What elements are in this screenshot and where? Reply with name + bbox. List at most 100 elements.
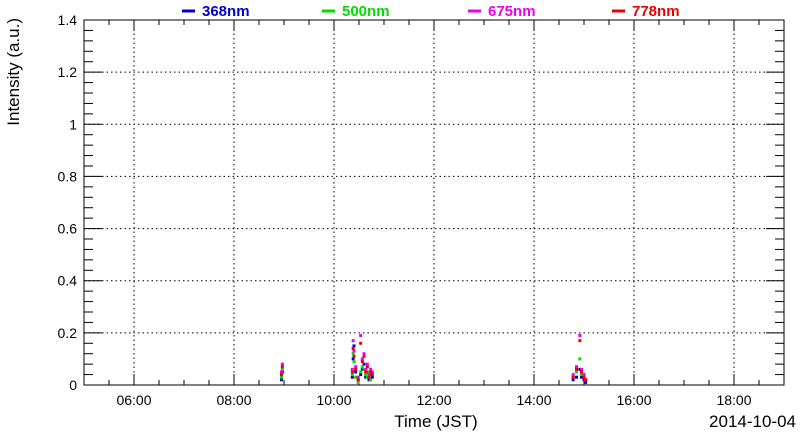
x-tick-label: 12:00 (416, 392, 451, 408)
data-point-368nm (370, 375, 374, 379)
x-tick-label: 14:00 (516, 392, 551, 408)
date-label: 2014-10-04 (709, 412, 796, 431)
x-axis-title: Time (JST) (394, 412, 477, 431)
data-point-500nm (360, 365, 364, 369)
data-point-368nm (367, 378, 371, 382)
y-tick-label: 0 (69, 377, 77, 393)
axis-ticks (83, 19, 785, 386)
y-tick-label: 0.8 (58, 168, 78, 184)
data-point-778nm (359, 341, 363, 345)
data-point-500nm (351, 352, 355, 356)
data-point-500nm (578, 357, 582, 361)
x-tick-label: 08:00 (216, 392, 251, 408)
data-point-778nm (280, 365, 284, 369)
data-point-675nm (362, 352, 366, 356)
data-point-368nm (364, 375, 368, 379)
data-point-778nm (352, 354, 356, 358)
data-point-368nm (359, 373, 363, 377)
y-tick-label: 1.2 (58, 64, 78, 80)
data-point-778nm (578, 339, 582, 343)
data-point-500nm (280, 367, 284, 371)
data-point-675nm (352, 349, 356, 353)
data-point-675nm (351, 339, 355, 343)
data-point-778nm (351, 347, 355, 350)
data-point-778nm (354, 367, 358, 371)
tick-labels: 06:00 08:00 10:00 12:00 14:00 16:00 18:00 0 0.2 0… (58, 12, 752, 408)
data-point-500nm (352, 360, 356, 364)
legend-label-368nm: 368nm (202, 3, 250, 20)
data-point-778nm (364, 370, 368, 374)
y-tick-label: 0.2 (58, 325, 78, 341)
data-point-675nm (369, 367, 373, 371)
data-point-675nm (364, 367, 368, 371)
data-point-675nm (571, 373, 575, 377)
data-point-500nm (359, 370, 363, 374)
data-point-368nm (352, 344, 356, 348)
x-tick-label: 16:00 (616, 392, 651, 408)
data-point-778nm (367, 375, 371, 379)
y-tick-label: 0.4 (58, 273, 78, 289)
data-point-778nm (280, 373, 283, 377)
data-point-675nm (367, 373, 371, 377)
data-point-500nm (356, 380, 360, 384)
x-tick-label: 18:00 (716, 392, 751, 408)
y-tick-label: 0.6 (58, 221, 78, 237)
data-point-675nm (360, 357, 364, 361)
legend-label-778nm: 778nm (632, 3, 680, 20)
data-point-368nm (351, 357, 355, 361)
data-point-368nm (362, 362, 366, 366)
data-point-675nm (582, 373, 586, 377)
data-point-675nm (354, 365, 358, 369)
data-point-778nm (582, 375, 586, 379)
data-point-778nm (369, 370, 373, 374)
data-point-500nm (362, 367, 366, 371)
legend-label-500nm: 500nm (342, 3, 390, 20)
x-tick-label: 10:00 (316, 392, 351, 408)
data-point-368nm (584, 380, 588, 384)
data-point-675nm (580, 367, 583, 371)
data-point-675nm (280, 370, 283, 374)
data-point-778nm (584, 378, 588, 382)
data-point-778nm (580, 370, 583, 374)
data-point-500nm (365, 375, 369, 379)
y-tick-label: 1.4 (58, 12, 78, 28)
data-point-500nm (580, 373, 583, 377)
data-point-778nm (571, 375, 575, 379)
data-point-778nm (350, 370, 354, 374)
data-point-675nm (575, 365, 578, 369)
data-point-368nm (360, 367, 364, 371)
data-point-675nm (280, 362, 284, 366)
data-point-778nm (360, 360, 364, 364)
data-point-368nm (575, 375, 578, 379)
legend-label-675nm: 675nm (488, 3, 536, 20)
data-point-675nm (578, 333, 582, 337)
data-point-675nm (365, 362, 369, 366)
data-point-500nm (367, 370, 371, 374)
data-point-500nm (369, 378, 373, 382)
grid (84, 20, 784, 385)
data-point-368nm (578, 367, 582, 371)
data-point-778nm (370, 373, 374, 377)
data-point-368nm (350, 375, 354, 379)
data-point-675nm (356, 375, 360, 379)
data-point-368nm (582, 378, 586, 382)
legend: 368nm 500nm 675nm 778nm (182, 3, 680, 20)
data-point-500nm (354, 375, 358, 379)
data-point-368nm (571, 378, 575, 382)
data-point-778nm (362, 354, 366, 358)
y-axis-title: Intensity (a.u.) (4, 18, 23, 126)
data-point-500nm (575, 370, 578, 374)
data-point-500nm (280, 375, 283, 379)
y-tick-label: 1 (69, 116, 77, 132)
x-tick-label: 06:00 (116, 392, 151, 408)
data-point-675nm (359, 333, 363, 337)
data-point-675nm (370, 370, 374, 374)
data-point-368nm (365, 370, 369, 374)
data-point-368nm (354, 370, 358, 374)
data-point-778nm (356, 378, 360, 382)
data-points (280, 333, 588, 384)
data-point-778nm (365, 365, 369, 369)
data-point-500nm (350, 373, 354, 377)
data-point-500nm (364, 373, 368, 377)
